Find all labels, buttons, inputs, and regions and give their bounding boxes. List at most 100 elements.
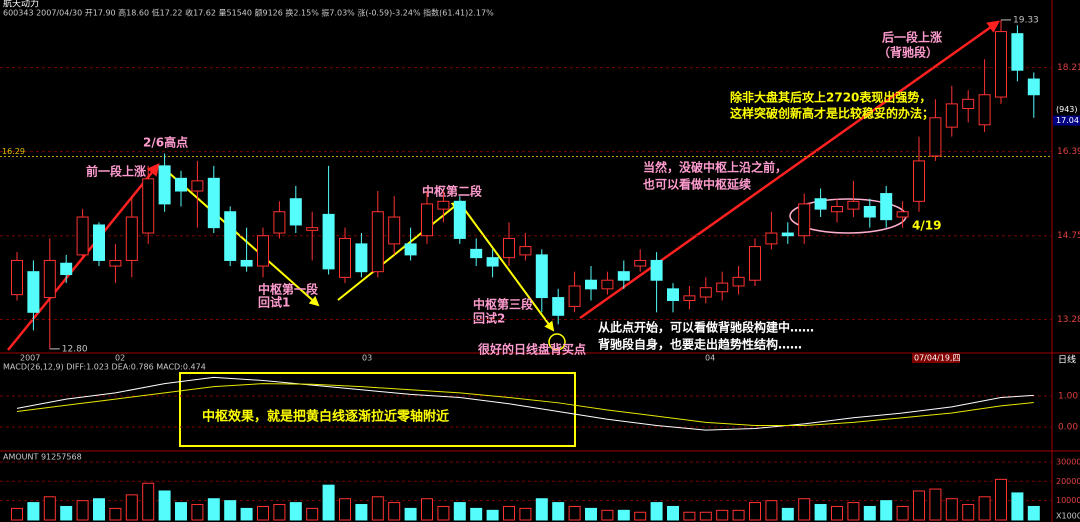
volume-bar xyxy=(880,500,893,521)
candle-body xyxy=(437,200,450,210)
volume-bar xyxy=(27,502,40,521)
volume-bar xyxy=(568,505,581,521)
y-tick-label: 13.28 xyxy=(1057,315,1080,325)
volume-bar xyxy=(322,484,335,521)
volume-bar xyxy=(355,504,368,521)
volume-bar xyxy=(191,504,204,521)
volume-bar xyxy=(371,496,384,521)
volume-bar xyxy=(257,505,269,521)
candle-body xyxy=(798,203,811,237)
candle-body xyxy=(207,177,220,229)
volume-bar xyxy=(11,507,23,521)
candle-body xyxy=(699,287,712,298)
candle-body xyxy=(814,198,827,210)
candle-body xyxy=(896,211,909,218)
volume-bar xyxy=(617,509,630,521)
volume-bar xyxy=(1011,492,1024,521)
y-tick-label: 0.00 xyxy=(1058,423,1078,433)
annotation: 除非大盘其后攻上2720表现出强势， xyxy=(730,90,931,105)
candle-body xyxy=(339,237,351,278)
volume-bar xyxy=(962,504,975,521)
volume-bar xyxy=(585,507,597,521)
macd-line xyxy=(16,383,1034,426)
volume-bar xyxy=(109,507,122,521)
candle-body xyxy=(60,262,73,276)
candle-body xyxy=(404,243,417,256)
volume-bar xyxy=(503,505,515,521)
candle-body xyxy=(1011,33,1024,71)
annotation: 回试1 xyxy=(258,295,290,310)
candle-body xyxy=(765,232,778,245)
arrow xyxy=(579,20,1001,320)
x-label: 2007 xyxy=(20,354,40,363)
candle-body xyxy=(224,211,237,261)
annotation: 背驰段自身，也要走出趋势性结构…… xyxy=(598,337,802,352)
volume-bar xyxy=(716,509,729,521)
annotation: 中枢第一段 xyxy=(258,282,319,297)
y-tick-label: 14.75 xyxy=(1057,231,1080,241)
annotation: 后一段上涨 xyxy=(882,30,942,45)
volume-bar xyxy=(1027,505,1040,521)
low-label: 12.80 xyxy=(62,344,88,354)
volume-bar xyxy=(913,490,925,521)
candle-body xyxy=(732,276,745,287)
y-tick-label: 18.21 xyxy=(1057,63,1080,73)
volume-bar xyxy=(289,502,302,521)
high-label: 19.33 xyxy=(1013,15,1039,25)
candle-body xyxy=(142,178,155,234)
volume-bar xyxy=(43,496,56,521)
candle-body xyxy=(306,227,319,231)
candle-body xyxy=(749,246,761,281)
volume-bar xyxy=(76,500,89,521)
candle-body xyxy=(175,177,187,192)
annotation: （背驰段） xyxy=(878,45,938,60)
volume-bar xyxy=(175,502,187,521)
annotation: 中枢第二段 xyxy=(422,184,483,199)
volume-bar xyxy=(60,505,73,521)
candle-body xyxy=(929,117,942,157)
candle-body xyxy=(568,285,581,307)
volume-bar xyxy=(388,502,401,521)
candle-body xyxy=(470,248,483,259)
candle-body xyxy=(585,279,597,290)
y-tick-label: 100000 xyxy=(1056,496,1080,505)
candle-body xyxy=(257,235,269,267)
macd-header: MACD(26,12,9) DIFF:1.023 DEA:0.786 MACD:… xyxy=(3,363,206,372)
candle-body xyxy=(634,259,647,267)
volume-bar xyxy=(142,482,155,521)
y-tick-label: 1.00 xyxy=(1058,391,1078,401)
candle-body xyxy=(667,288,679,301)
annotation: 这样突破创新高才是比较稳妥的办法； xyxy=(730,106,934,121)
volume-bar xyxy=(765,500,778,521)
candle-body xyxy=(273,211,286,234)
volume-bar xyxy=(158,490,171,521)
volume-bar xyxy=(486,509,499,521)
candle-body xyxy=(962,98,975,109)
volume-bar xyxy=(224,500,237,521)
volume-bar xyxy=(601,509,614,521)
annotation: 当然，没破中枢上沿之前， xyxy=(643,160,787,175)
annotation: 很好的日线盘背买点 xyxy=(477,342,586,357)
candle-body xyxy=(109,259,122,267)
candle-body xyxy=(781,232,794,237)
volume-bar xyxy=(470,507,483,521)
stock-info: 600343 2007/04/30 开17.90 高18.60 低17.22 收… xyxy=(3,8,494,18)
volume-bar xyxy=(552,502,565,521)
candle-body xyxy=(322,213,335,270)
highlight-box xyxy=(179,372,576,447)
candle-body xyxy=(1027,78,1040,96)
candle-body xyxy=(355,243,368,273)
annotation: 4/19 xyxy=(912,219,941,233)
volume-bar xyxy=(667,505,679,521)
volume-bar xyxy=(929,488,942,521)
volume-bar xyxy=(437,505,450,521)
volume-bar xyxy=(896,505,909,521)
volume-bar xyxy=(699,511,712,521)
cursor-count: (943) xyxy=(1056,105,1078,114)
candle-body xyxy=(453,200,466,239)
cursor-box xyxy=(1053,115,1080,126)
volume-bar xyxy=(650,502,663,521)
candle-body xyxy=(503,237,515,259)
volume-bar xyxy=(781,507,794,521)
